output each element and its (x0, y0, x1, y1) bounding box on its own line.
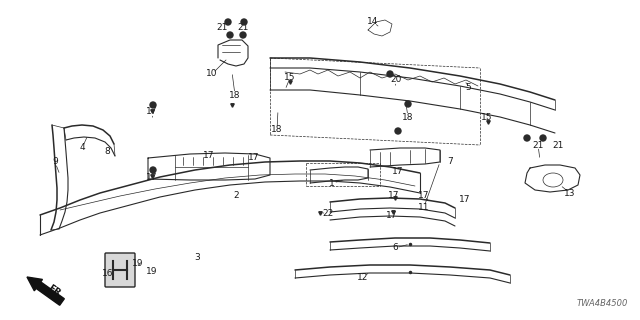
Text: 15: 15 (284, 74, 296, 83)
Circle shape (150, 167, 156, 173)
Circle shape (227, 32, 233, 38)
Text: TWA4B4500: TWA4B4500 (577, 299, 628, 308)
Text: 17: 17 (204, 150, 215, 159)
Text: 7: 7 (447, 157, 453, 166)
Text: 17: 17 (419, 190, 429, 199)
Text: 15: 15 (481, 114, 493, 123)
Circle shape (395, 128, 401, 134)
Text: 19: 19 (147, 268, 157, 276)
Text: 17: 17 (460, 196, 471, 204)
Text: 8: 8 (104, 148, 110, 156)
Text: 18: 18 (271, 125, 283, 134)
Text: 14: 14 (367, 18, 379, 27)
Text: 21: 21 (237, 23, 249, 33)
Text: 10: 10 (206, 69, 218, 78)
Text: 3: 3 (194, 252, 200, 261)
Text: 1: 1 (329, 179, 335, 188)
Text: 17: 17 (392, 166, 404, 175)
Text: 17: 17 (248, 153, 260, 162)
Circle shape (524, 135, 530, 141)
Text: 17: 17 (147, 108, 157, 116)
Text: 17: 17 (387, 211, 397, 220)
Circle shape (150, 102, 156, 108)
Text: 9: 9 (52, 157, 58, 166)
Circle shape (241, 19, 247, 25)
Text: 11: 11 (419, 203, 429, 212)
Circle shape (387, 71, 393, 77)
Text: 2: 2 (233, 190, 239, 199)
Text: 21: 21 (216, 23, 228, 33)
Text: 19: 19 (132, 260, 144, 268)
Text: 12: 12 (357, 273, 369, 282)
Circle shape (540, 135, 546, 141)
Text: 20: 20 (390, 76, 402, 84)
Text: 18: 18 (403, 113, 413, 122)
Circle shape (240, 32, 246, 38)
Circle shape (405, 101, 411, 107)
Text: 13: 13 (564, 188, 576, 197)
Text: 21: 21 (532, 140, 544, 149)
Text: 5: 5 (465, 84, 471, 92)
Text: 17: 17 (147, 173, 157, 182)
Text: 21: 21 (552, 140, 564, 149)
Text: 22: 22 (323, 209, 333, 218)
Text: 17: 17 (388, 191, 400, 201)
FancyArrow shape (27, 277, 65, 305)
Circle shape (225, 19, 231, 25)
Text: 18: 18 (229, 91, 241, 100)
FancyBboxPatch shape (105, 253, 135, 287)
Text: FR.: FR. (45, 284, 65, 300)
Text: 4: 4 (79, 143, 85, 153)
Text: 6: 6 (392, 244, 398, 252)
Text: 16: 16 (102, 268, 114, 277)
